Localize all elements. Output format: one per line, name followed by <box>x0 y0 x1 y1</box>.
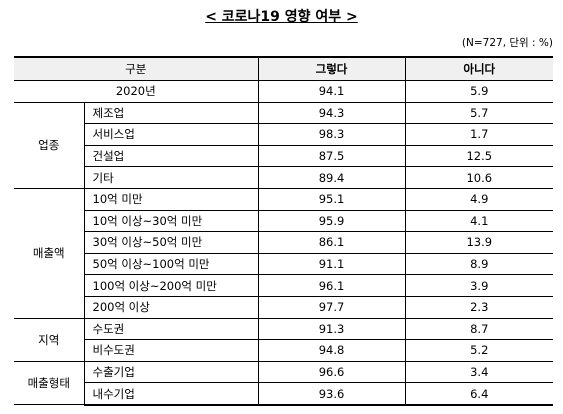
value-cell: 96.1 <box>257 274 406 297</box>
value-cell: 3.4 <box>404 360 554 384</box>
title: < 코로나19 영향 여부 > <box>205 9 358 25</box>
data-row: 매출액 10억 미만 95.1 4.9 <box>14 187 554 319</box>
value-cell: 86.1 <box>257 231 406 254</box>
value-cell: 4.1 <box>404 209 554 233</box>
group-label: 지역 <box>14 317 85 362</box>
group-label: 매출액 <box>14 187 85 319</box>
row-label: 30억 이상~50억 미만 <box>84 231 259 254</box>
value-cell: 5.7 <box>404 101 554 125</box>
data-row: 10억 이상~30억 미만 95.9 4.1 <box>14 209 554 233</box>
row-label: 수출기업 <box>83 360 259 384</box>
value-cell: 4.9 <box>404 187 554 211</box>
value-cell: 98.3 <box>257 123 406 146</box>
row-label: 비수도권 <box>84 339 259 362</box>
data-row: 30억 이상~50억 미만 86.1 13.9 <box>14 231 554 254</box>
data-row: 지역 수도권 91.3 8.7 <box>14 317 554 362</box>
value-cell: 3.9 <box>404 274 554 297</box>
value-cell: 5.9 <box>404 80 554 103</box>
value-cell: 95.9 <box>257 209 406 233</box>
data-row: 200억 이상 97.7 2.3 <box>14 295 554 319</box>
value-cell: 8.7 <box>404 317 554 341</box>
value-cell: 96.6 <box>257 360 406 384</box>
value-cell: 94.3 <box>257 101 406 125</box>
data-row: 업종 제조업 94.3 5.7 <box>14 101 554 189</box>
row-label: 10억 이상~30억 미만 <box>84 209 259 233</box>
header-cell: 구분 <box>14 56 259 81</box>
row-label: 수도권 <box>83 317 259 341</box>
data-row: 내수기업 93.6 6.4 <box>14 382 554 406</box>
row-label: 서비스업 <box>84 123 259 146</box>
value-cell: 12.5 <box>404 144 554 168</box>
value-cell: 13.9 <box>404 231 554 254</box>
value-cell: 93.6 <box>257 382 406 406</box>
row-label: 기타 <box>84 166 259 189</box>
value-cell: 94.8 <box>257 339 406 362</box>
data-row: 서비스업 98.3 1.7 <box>14 123 554 146</box>
row-label: 200억 이상 <box>84 295 259 319</box>
row-label: 제조업 <box>83 101 259 125</box>
value-cell: 89.4 <box>257 166 406 189</box>
header-row: 구분 그렇다 아니다 <box>14 56 554 81</box>
data-row: 50억 이상~100억 미만 91.1 8.9 <box>14 252 554 276</box>
value-cell: 91.1 <box>257 252 406 276</box>
row-label: 50억 이상~100억 미만 <box>84 252 259 276</box>
group-label: 업종 <box>14 101 85 189</box>
header-cell: 그렇다 <box>257 56 406 81</box>
data-row: 100억 이상~200억 미만 96.1 3.9 <box>14 274 554 297</box>
header-cell: 아니다 <box>404 56 554 81</box>
table-body: 구분 그렇다 아니다 2020년 94.1 5.9 업종 제조업 94.3 5.7 서비… <box>14 56 554 406</box>
value-cell: 95.1 <box>257 187 406 211</box>
data-row: 매출형태 수출기업 96.6 3.4 <box>14 360 554 406</box>
table: 구분 그렇다 아니다 2020년 94.1 5.9 업종 제조업 94.3 5.7 서비… <box>14 56 554 406</box>
row-label: 건설업 <box>84 144 259 168</box>
value-cell: 2.3 <box>404 295 554 319</box>
row-label: 10억 미만 <box>83 187 259 211</box>
value-cell: 94.1 <box>257 80 406 103</box>
group-label: 매출형태 <box>14 360 85 406</box>
data-row: 비수도권 94.8 5.2 <box>14 339 554 362</box>
value-cell: 87.5 <box>257 144 406 168</box>
value-cell: 91.3 <box>257 317 406 341</box>
data-row: 기타 89.4 10.6 <box>14 166 554 189</box>
value-cell: 5.2 <box>404 339 554 362</box>
value-cell: 6.4 <box>404 382 554 406</box>
note: (N=727, 단위 : %) <box>461 37 553 49</box>
total-row: 2020년 94.1 5.9 <box>14 80 554 103</box>
value-cell: 10.6 <box>404 166 554 189</box>
data-row: 건설업 87.5 12.5 <box>14 144 554 168</box>
row-label: 100억 이상~200억 미만 <box>84 274 259 297</box>
row-label: 내수기업 <box>84 382 259 406</box>
value-cell: 1.7 <box>404 123 554 146</box>
total-label: 2020년 <box>14 80 259 103</box>
value-cell: 97.7 <box>257 295 406 319</box>
value-cell: 8.9 <box>404 252 554 276</box>
